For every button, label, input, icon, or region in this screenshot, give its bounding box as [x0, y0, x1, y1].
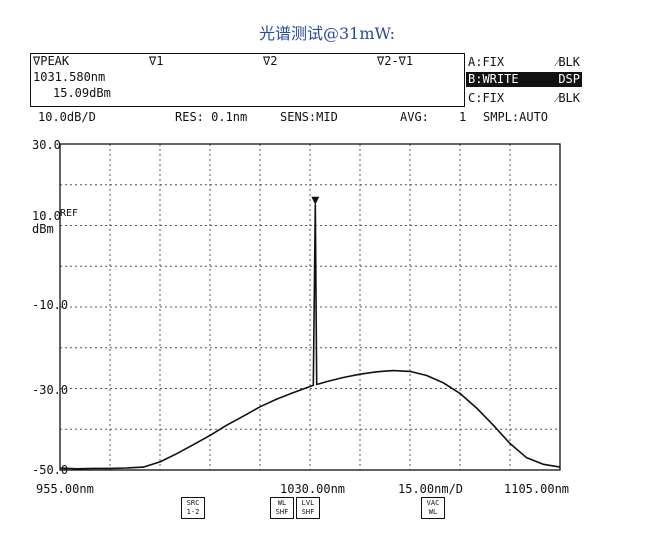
trace-mode: ⁄BLK — [556, 91, 580, 105]
y-label-bottom: -50.0 — [32, 463, 69, 477]
softkey-line1: VAC — [426, 499, 440, 507]
softkey-line1: LVL — [301, 499, 315, 507]
y-label-top: 30.0 — [32, 138, 61, 152]
vac-wl-softkey[interactable]: VAC WL — [421, 497, 445, 519]
resolution-readout: RES: 0.1nm — [175, 110, 248, 124]
x-label-center: 1030.00nm — [280, 482, 346, 496]
spectrum-trace — [59, 204, 561, 470]
delta-marker-label: ∇2-∇1 — [377, 54, 414, 68]
softkey-line1: WL — [277, 499, 287, 507]
peak-marker-label: ∇PEAK — [33, 54, 70, 68]
softkey-line2: SHF — [301, 508, 315, 516]
plot-frame — [59, 143, 561, 471]
y-label-ref: 10.0 — [32, 209, 61, 223]
peak-wavelength: 1031.580nm — [33, 70, 106, 84]
trace-c-status[interactable]: C:FIX ⁄BLK — [466, 91, 582, 106]
sampling-readout: SMPL:AUTO — [483, 110, 549, 124]
y-label-minus10: -10.0 — [32, 298, 69, 312]
y-unit: dBm — [32, 222, 54, 236]
x-label-start: 955.00nm — [36, 482, 94, 496]
x-label-stop: 1105.00nm — [504, 482, 570, 496]
softkey-line2: 1-2 — [186, 508, 200, 516]
chart-grid — [60, 144, 560, 470]
sensitivity-readout: SENS:MID — [280, 110, 338, 124]
avg-label: AVG: — [400, 110, 429, 124]
scale-readout: 10.0dB/D — [38, 110, 96, 124]
trace-name: C:FIX — [468, 91, 505, 105]
trace-mode: DSP — [558, 72, 580, 86]
softkey-line2: WL — [428, 508, 438, 516]
softkey-line2: SHF — [275, 508, 289, 516]
marker2-label: ∇2 — [263, 54, 278, 68]
marker-panel: ∇PEAK ∇1 ∇2 ∇2-∇1 1031.580nm 15.09dBm — [30, 53, 465, 107]
y-label-minus30: -30.0 — [32, 383, 69, 397]
x-label-span: 15.00nm/D — [398, 482, 464, 496]
ref-tag: REF — [60, 208, 79, 219]
softkey-line1: SRC — [186, 499, 200, 507]
wl-shift-softkey[interactable]: WL SHF — [270, 497, 294, 519]
lvl-shift-softkey[interactable]: LVL SHF — [296, 497, 320, 519]
trace-mode: ⁄BLK — [556, 55, 580, 69]
trace-name: A:FIX — [468, 55, 505, 69]
avg-value: 1 — [459, 110, 467, 124]
src-softkey[interactable]: SRC 1-2 — [181, 497, 205, 519]
trace-a-status[interactable]: A:FIX ⁄BLK — [466, 55, 582, 70]
peak-marker — [311, 196, 320, 205]
page-title: 光谱测试@31mW: — [259, 24, 395, 43]
trace-b-status[interactable]: B:WRITE DSP — [466, 72, 582, 87]
peak-level: 15.09dBm — [53, 86, 111, 100]
marker1-label: ∇1 — [149, 54, 164, 68]
trace-name: B:WRITE — [468, 72, 519, 86]
